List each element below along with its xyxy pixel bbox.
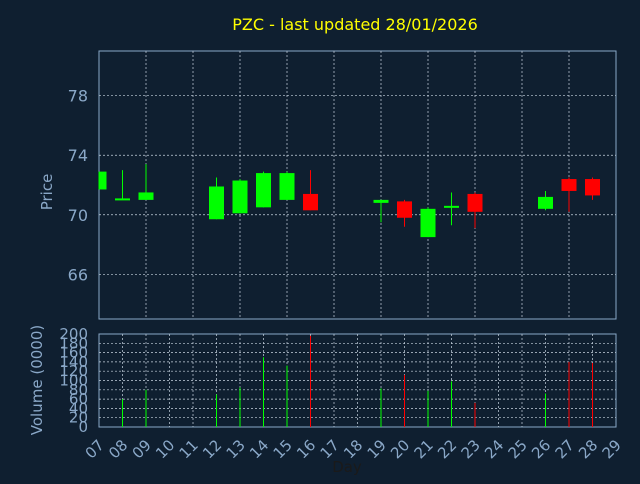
volume-y-tick-label: 180 [59, 334, 88, 352]
candle-body [232, 180, 248, 214]
candle-body [115, 198, 130, 201]
x-tick-label: 28 [575, 436, 601, 462]
volume-y-tick-label: 200 [59, 325, 88, 343]
candle-body [303, 193, 318, 211]
candle-body [138, 192, 154, 200]
volume-grid [99, 334, 616, 427]
volume-y-tick-label: 80 [69, 381, 88, 399]
candle-body [561, 179, 577, 191]
price-grid [99, 51, 616, 319]
volume-axis-label: Volume (0000) [28, 325, 46, 435]
chart-title: PZC - last updated 28/01/2026 [232, 15, 478, 34]
x-tick-label: 22 [434, 436, 460, 462]
x-tick-label: 10 [152, 436, 178, 462]
volume-y-tick-label: 0 [78, 418, 88, 436]
candle-body [585, 179, 600, 196]
x-tick-label: 16 [293, 436, 319, 462]
x-tick-label: 09 [129, 436, 155, 462]
x-tick-label: 24 [481, 436, 507, 462]
x-tick-label: 14 [246, 436, 272, 462]
candle-body [209, 186, 224, 220]
candlestick-series [98, 164, 600, 238]
x-tick-label: 23 [458, 436, 484, 462]
volume-y-tick-label: 100 [59, 372, 88, 390]
x-axis-label: Day [332, 458, 362, 476]
candle-body [99, 171, 107, 190]
price-panel-frame [98, 50, 617, 320]
x-tick-label: 12 [199, 436, 225, 462]
price-y-tick-label: 70 [68, 206, 88, 225]
price-y-tick-label: 74 [68, 146, 88, 165]
candle-body [256, 173, 271, 208]
candle-body [420, 208, 436, 238]
volume-y-tick-label: 60 [69, 390, 88, 408]
x-tick-label: 07 [82, 436, 108, 462]
x-tick-label: 08 [105, 436, 131, 462]
price-y-axis: 66 70 74 78 [68, 87, 88, 285]
x-tick-label: 19 [364, 436, 390, 462]
candle-body [279, 173, 295, 200]
x-tick-label: 20 [387, 436, 413, 462]
candle-body [538, 196, 553, 209]
candle-body [397, 201, 412, 218]
x-tick-label: 11 [176, 436, 202, 462]
volume-y-tick-label: 160 [59, 344, 88, 362]
candle-body [467, 193, 483, 212]
x-tick-label: 26 [528, 436, 554, 462]
x-tick-label: 13 [223, 436, 249, 462]
volume-bar-series [122, 335, 593, 427]
candle-body [444, 205, 459, 208]
x-tick-label: 15 [270, 436, 296, 462]
volume-y-tick-label: 140 [59, 353, 88, 371]
volume-y-tick-label: 120 [59, 362, 88, 380]
price-y-tick-label: 66 [68, 265, 88, 284]
x-tick-label: 21 [411, 436, 437, 462]
price-axis-label: Price [38, 174, 56, 211]
x-tick-label: 27 [552, 436, 578, 462]
price-y-tick-label: 78 [68, 87, 88, 106]
x-tick-label: 25 [505, 436, 531, 462]
candle-body [373, 199, 389, 203]
x-tick-label: 29 [599, 436, 625, 462]
volume-y-tick-label: 20 [69, 409, 88, 427]
volume-y-tick-label: 40 [69, 399, 88, 417]
